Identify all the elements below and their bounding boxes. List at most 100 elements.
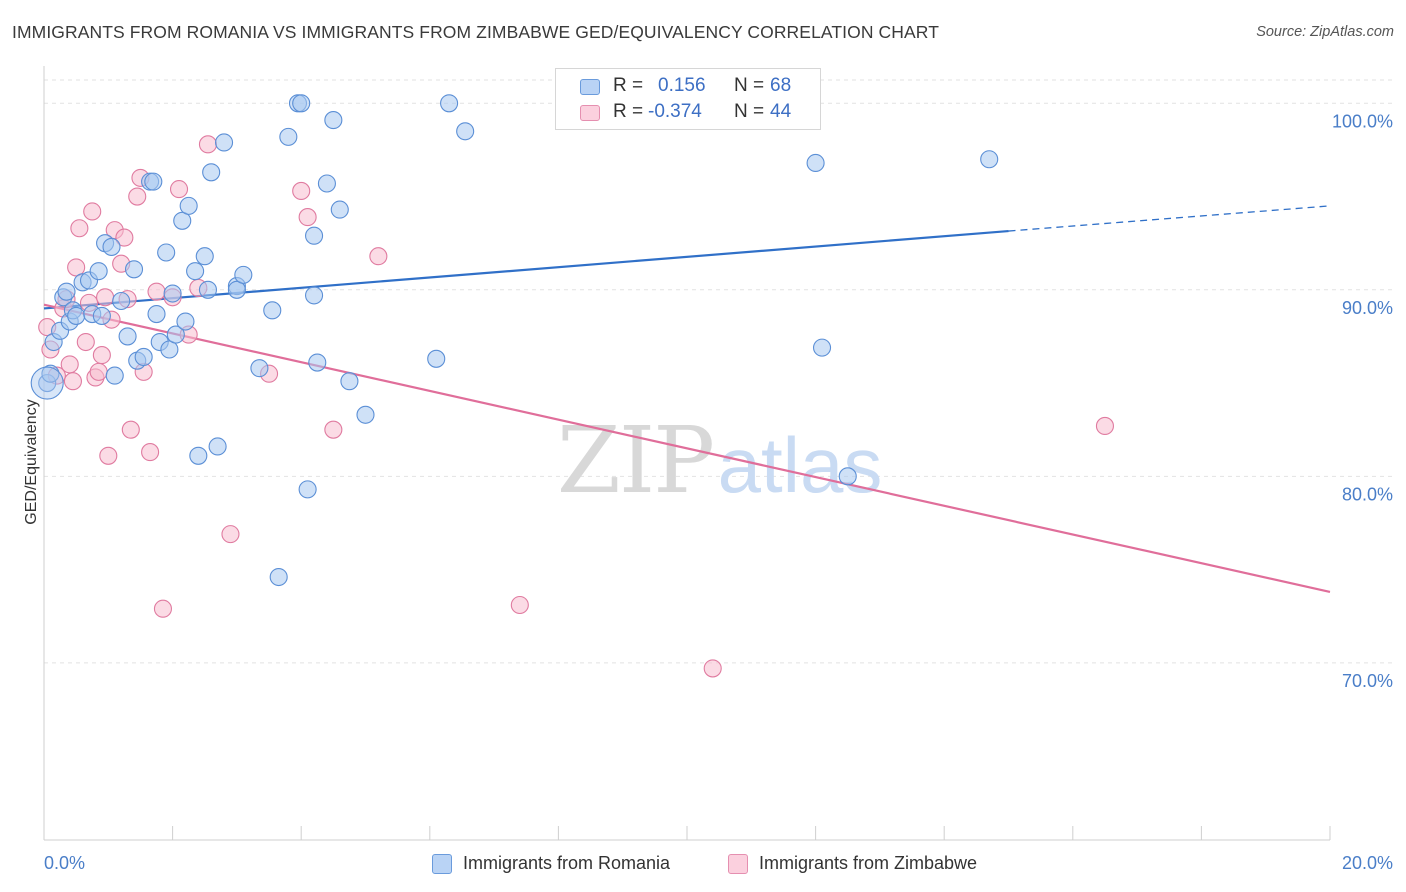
romania-point bbox=[118, 327, 137, 346]
romania-point bbox=[157, 243, 176, 262]
romania-point bbox=[163, 284, 182, 303]
romania-point bbox=[67, 306, 86, 325]
romania-point bbox=[166, 325, 185, 344]
romania-point bbox=[124, 260, 144, 279]
zimbabwe-point bbox=[198, 135, 218, 154]
trend-line-zimbabwe bbox=[43, 303, 1331, 594]
romania-point bbox=[427, 349, 446, 368]
zimbabwe-point bbox=[67, 258, 86, 277]
romania-point bbox=[340, 372, 359, 391]
zimbabwe-point bbox=[169, 180, 189, 199]
romania-point bbox=[263, 301, 282, 320]
zimbabwe-point bbox=[115, 228, 134, 247]
axes bbox=[43, 66, 1331, 841]
romania-point bbox=[179, 196, 198, 215]
zimbabwe-point bbox=[89, 362, 108, 381]
watermark-zip: ZIP bbox=[557, 407, 713, 514]
romania-point bbox=[308, 353, 327, 372]
romania-point bbox=[234, 265, 253, 284]
romania-point bbox=[250, 359, 269, 378]
grid-lines bbox=[44, 79, 1393, 664]
zimbabwe-point bbox=[141, 443, 160, 462]
romania-point bbox=[173, 211, 192, 230]
romania-point bbox=[324, 111, 343, 130]
romania-point bbox=[92, 306, 111, 325]
y-axis-title: GED/Equivalency bbox=[23, 399, 40, 524]
zimbabwe-point bbox=[703, 659, 722, 678]
romania-point bbox=[186, 262, 205, 281]
zimbabwe-point bbox=[121, 420, 140, 439]
zimbabwe-point bbox=[128, 187, 147, 206]
series-swatch-zimbabwe bbox=[728, 854, 748, 874]
romania-point bbox=[456, 122, 475, 141]
romania-point-cluster bbox=[30, 366, 64, 400]
romania-point bbox=[160, 340, 179, 359]
zimbabwe-point bbox=[324, 420, 343, 439]
romania-point bbox=[305, 226, 324, 245]
legend-r-value-zimbabwe: -0.374 bbox=[648, 101, 702, 122]
legend-n-value-romania: 68 bbox=[770, 75, 792, 96]
legend-r-label: R = bbox=[613, 101, 644, 122]
y-tick-label: 70.0% bbox=[1342, 671, 1393, 691]
x-tick-label-max: 20.0% bbox=[1342, 853, 1393, 873]
series-swatch-romania bbox=[432, 854, 452, 874]
y-tick-label: 80.0% bbox=[1342, 484, 1393, 504]
romania-point bbox=[134, 347, 153, 366]
trend-line-romania-extension bbox=[1008, 205, 1331, 232]
zimbabwe-point bbox=[221, 525, 240, 544]
series-name-romania: Immigrants from Romania bbox=[463, 853, 671, 873]
romania-point bbox=[812, 338, 832, 357]
romania-point bbox=[980, 150, 999, 169]
y-tick-label: 100.0% bbox=[1332, 111, 1393, 131]
romania-point bbox=[317, 174, 336, 193]
legend-swatch-romania bbox=[580, 79, 600, 95]
romania-point bbox=[147, 305, 166, 324]
zimbabwe-point bbox=[147, 282, 166, 301]
romania-point bbox=[269, 567, 288, 587]
zimbabwe-point bbox=[1095, 416, 1114, 436]
series-name-zimbabwe: Immigrants from Zimbabwe bbox=[759, 853, 978, 873]
romania-point bbox=[440, 94, 459, 113]
romania-point bbox=[112, 291, 131, 311]
source-label: Source: ZipAtlas.com bbox=[1256, 24, 1394, 40]
correlation-legend: R = 0.156 N = 68 R = -0.374 N = 44 bbox=[555, 68, 821, 130]
zimbabwe-point bbox=[99, 446, 118, 465]
romania-point bbox=[292, 94, 311, 113]
romania-point bbox=[57, 282, 76, 301]
y-tick-label: 90.0% bbox=[1342, 298, 1393, 318]
romania-point bbox=[227, 280, 246, 299]
zimbabwe-point bbox=[298, 208, 317, 227]
romania-point bbox=[102, 237, 121, 256]
watermark: ZIP atlas bbox=[557, 407, 882, 514]
zimbabwe-point bbox=[510, 595, 529, 615]
romania-point bbox=[89, 262, 108, 281]
legend-r-value-romania: 0.156 bbox=[658, 75, 706, 96]
zimbabwe-point bbox=[76, 332, 95, 352]
legend-n-label: N = bbox=[734, 75, 765, 96]
romania-point bbox=[838, 467, 857, 486]
zimbabwe-point bbox=[369, 247, 388, 266]
romania-points bbox=[30, 94, 999, 587]
x-tick-label-min: 0.0% bbox=[44, 853, 85, 873]
legend-n-value-zimbabwe: 44 bbox=[770, 101, 792, 122]
romania-point bbox=[198, 280, 218, 299]
y-tick-labels: 70.0% 80.0% 90.0% 100.0% bbox=[1332, 111, 1393, 691]
romania-point bbox=[189, 446, 208, 465]
zimbabwe-point bbox=[63, 372, 82, 391]
legend-r-label: R = bbox=[613, 75, 644, 96]
legend-swatch-zimbabwe bbox=[580, 105, 600, 121]
zimbabwe-point bbox=[292, 181, 311, 201]
zimbabwe-point bbox=[92, 346, 111, 365]
zimbabwe-point bbox=[83, 202, 102, 221]
romania-point bbox=[806, 153, 825, 173]
zimbabwe-point bbox=[70, 219, 89, 238]
zimbabwe-point bbox=[60, 355, 79, 374]
romania-point bbox=[305, 286, 324, 305]
romania-point bbox=[202, 163, 221, 182]
watermark-atlas: atlas bbox=[718, 421, 883, 509]
zimbabwe-point bbox=[153, 599, 173, 618]
romania-point bbox=[279, 127, 298, 146]
zimbabwe-point bbox=[96, 288, 115, 307]
romania-point bbox=[105, 366, 124, 385]
